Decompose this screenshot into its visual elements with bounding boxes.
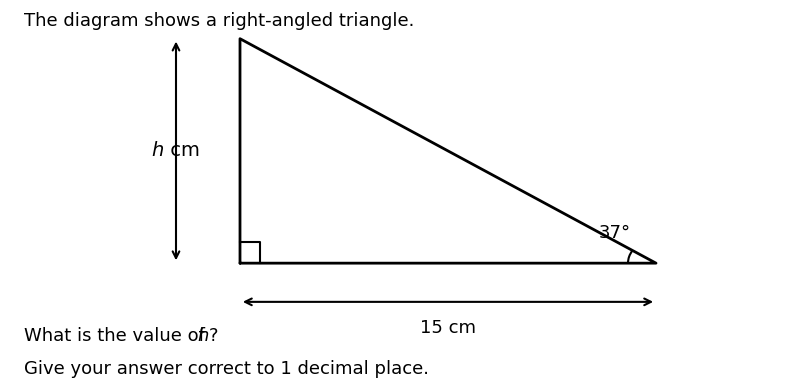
Text: h: h (198, 327, 209, 345)
Text: 37°: 37° (598, 224, 630, 242)
Text: h: h (152, 141, 164, 161)
Text: 15 cm: 15 cm (420, 319, 476, 337)
Text: cm: cm (164, 141, 200, 161)
Text: The diagram shows a right-angled triangle.: The diagram shows a right-angled triangl… (24, 12, 414, 30)
Text: What is the value of: What is the value of (24, 327, 210, 345)
Text: Give your answer correct to 1 decimal place.: Give your answer correct to 1 decimal pl… (24, 360, 429, 378)
Text: ?: ? (209, 327, 218, 345)
